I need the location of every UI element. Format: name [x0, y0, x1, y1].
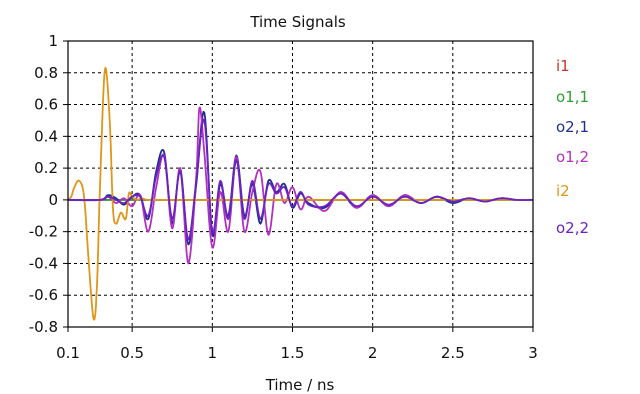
- legend-item-o2-1: o2,1: [556, 118, 589, 136]
- x-tick-label: 2.5: [441, 344, 465, 362]
- legend: i1 o1,1 o2,1 o1,2 i2 o2,2: [556, 57, 589, 237]
- grid: [68, 41, 533, 327]
- y-tick-label: 0.2: [34, 159, 58, 177]
- x-tick-label: 0.5: [120, 344, 144, 362]
- plot-frame: [67, 40, 534, 328]
- legend-item-o2-2: o2,2: [556, 219, 589, 237]
- y-tick-label: 1: [48, 32, 58, 50]
- y-tick-label: -0.2: [29, 223, 58, 241]
- y-tick-label: 0.4: [34, 127, 58, 145]
- legend-item-o1-1: o1,1: [556, 88, 589, 106]
- x-tick-label: 0.1: [56, 344, 80, 362]
- x-tick-labels: 0.1 0.5 1 1.5 2 2.5 3: [56, 327, 538, 362]
- series-line-i2: [67, 66, 533, 321]
- y-tick-label: -0.4: [29, 254, 58, 272]
- x-tick-label: 1: [208, 344, 218, 362]
- y-tick-labels: -0.8 -0.6 -0.4 -0.2 0 0.2 0.4 0.6 0.8 1: [29, 32, 68, 336]
- x-axis-title: Time / ns: [265, 376, 335, 394]
- y-tick-label: -0.8: [29, 318, 58, 336]
- x-tick-label: 3: [528, 344, 538, 362]
- y-tick-label: -0.6: [29, 286, 58, 304]
- series-line-o1-2: [68, 106, 533, 265]
- series-line-o2-2: [68, 118, 533, 241]
- series-line-o2-1: [68, 110, 533, 246]
- legend-item-o1-2: o1,2: [556, 148, 589, 166]
- y-tick-label: 0.6: [34, 96, 58, 114]
- x-tick-label: 2: [368, 344, 378, 362]
- legend-item-i2: i2: [556, 182, 570, 200]
- x-tick-label: 1.5: [281, 344, 305, 362]
- legend-item-i1: i1: [556, 57, 570, 75]
- y-tick-label: 0: [48, 191, 58, 209]
- chart-title: Time Signals: [249, 13, 346, 31]
- series-lines: [67, 66, 533, 321]
- y-tick-label: 0.8: [34, 64, 58, 82]
